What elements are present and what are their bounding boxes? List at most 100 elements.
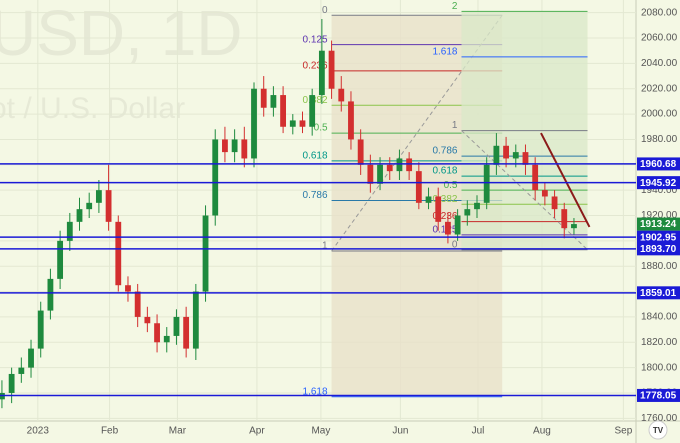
candle-body bbox=[37, 310, 44, 349]
candle-body bbox=[192, 291, 199, 349]
price-tag bbox=[637, 217, 680, 231]
candle-body bbox=[512, 152, 519, 159]
candle-body bbox=[212, 139, 219, 216]
candle-body bbox=[454, 215, 461, 235]
y-tick-label: 2060.00 bbox=[641, 33, 678, 44]
candle-body bbox=[173, 316, 180, 336]
y-tick-label: 1820.00 bbox=[641, 337, 678, 348]
fib-trend bbox=[461, 130, 588, 251]
candle-body bbox=[493, 145, 500, 165]
level-tag bbox=[637, 157, 680, 171]
y-tick-label: 2020.00 bbox=[641, 83, 678, 94]
candle-body bbox=[532, 164, 539, 191]
candle-body bbox=[76, 209, 83, 222]
x-tick-label: Mar bbox=[169, 426, 187, 437]
candle-body bbox=[231, 139, 238, 153]
x-tick-label: Jun bbox=[392, 426, 408, 437]
tv-logo: TV bbox=[648, 420, 668, 440]
level-label: 1960.68 bbox=[640, 159, 677, 170]
candle-body bbox=[8, 373, 15, 393]
y-tick-label: 1920.00 bbox=[641, 210, 678, 221]
candle-body bbox=[571, 224, 577, 229]
candle-body bbox=[202, 215, 209, 292]
x-tick-label: Feb bbox=[101, 426, 119, 437]
y-tick-label: 1840.00 bbox=[641, 312, 678, 323]
candle-body bbox=[125, 285, 131, 292]
candle-body bbox=[328, 50, 335, 89]
candle-body bbox=[66, 221, 73, 241]
level-tag bbox=[637, 242, 680, 256]
x-tick-label: Aug bbox=[533, 426, 551, 437]
candle-body bbox=[445, 221, 451, 235]
fib-label: 0.786 bbox=[432, 146, 457, 157]
y-tick-label: 2080.00 bbox=[641, 7, 678, 18]
candle-body bbox=[551, 196, 558, 210]
fib-label: 0.236 bbox=[432, 211, 457, 222]
candle-body bbox=[425, 196, 432, 203]
y-tick-label: 1980.00 bbox=[641, 134, 678, 145]
y-tick-label: 1760.00 bbox=[641, 413, 678, 424]
candle-body bbox=[95, 190, 102, 203]
candle-body bbox=[357, 139, 364, 165]
candle-body bbox=[115, 221, 122, 286]
candle-body bbox=[57, 240, 64, 279]
fib-label: 0.125 bbox=[303, 34, 328, 45]
candle-body bbox=[289, 120, 296, 127]
watermark-title: USD, 1D bbox=[0, 0, 243, 69]
candle-body bbox=[134, 291, 141, 317]
candle-body bbox=[144, 316, 151, 324]
x-tick-label: 2023 bbox=[27, 426, 50, 437]
level-label: 1778.05 bbox=[640, 391, 677, 402]
trendline bbox=[540, 132, 591, 228]
candle-body bbox=[18, 367, 25, 374]
candle-body bbox=[299, 120, 306, 127]
candle-body bbox=[318, 50, 325, 96]
watermark-subtitle: ot / U.S. Dollar bbox=[0, 92, 185, 125]
fib-label: 0.618 bbox=[303, 151, 328, 162]
candle-body bbox=[464, 209, 471, 216]
y-tick-label: 2040.00 bbox=[641, 58, 678, 69]
fib-label: 1.618 bbox=[432, 47, 457, 58]
candle-body bbox=[541, 190, 548, 197]
level-tag bbox=[637, 230, 680, 244]
y-tick-label: 1880.00 bbox=[641, 261, 678, 272]
level-tag bbox=[637, 286, 680, 300]
fib-label: 0.382 bbox=[303, 95, 328, 106]
candle-body bbox=[260, 88, 267, 108]
level-label: 1893.70 bbox=[640, 244, 677, 255]
level-tag bbox=[637, 388, 680, 402]
candle-body bbox=[406, 158, 413, 172]
candle-body bbox=[251, 88, 257, 159]
candle-body bbox=[367, 164, 374, 184]
fib-label: 0.618 bbox=[432, 166, 457, 177]
candle-body bbox=[86, 202, 93, 210]
candle-body bbox=[483, 164, 490, 203]
x-tick-label: Apr bbox=[249, 426, 265, 437]
candle-body bbox=[280, 95, 287, 127]
y-tick-label: 1800.00 bbox=[641, 362, 678, 373]
y-tick-label: 1940.00 bbox=[641, 185, 678, 196]
fib-label: 1.618 bbox=[303, 386, 328, 397]
candle-body bbox=[435, 196, 442, 222]
candle-body bbox=[386, 164, 393, 172]
level-tag bbox=[637, 176, 680, 190]
x-tick-label: Jul bbox=[472, 426, 485, 437]
candle-body bbox=[522, 152, 529, 165]
candle-body bbox=[222, 139, 228, 153]
candle-body bbox=[241, 139, 248, 159]
price-label: 1913.24 bbox=[640, 219, 677, 230]
candle-body bbox=[474, 202, 480, 210]
level-label: 1859.01 bbox=[640, 288, 677, 299]
candle-body bbox=[105, 190, 112, 222]
fib-label: 0.5 bbox=[444, 180, 458, 191]
fib-label: 1 bbox=[322, 241, 328, 252]
candle-body bbox=[163, 335, 170, 343]
x-tick-label: Sep bbox=[614, 426, 632, 437]
candle-body bbox=[348, 101, 354, 140]
candle-body bbox=[396, 158, 403, 172]
candle-body bbox=[28, 348, 34, 368]
fib-label: 0.236 bbox=[303, 60, 328, 71]
candle-body bbox=[309, 95, 316, 127]
svg-text:TV: TV bbox=[653, 426, 664, 435]
